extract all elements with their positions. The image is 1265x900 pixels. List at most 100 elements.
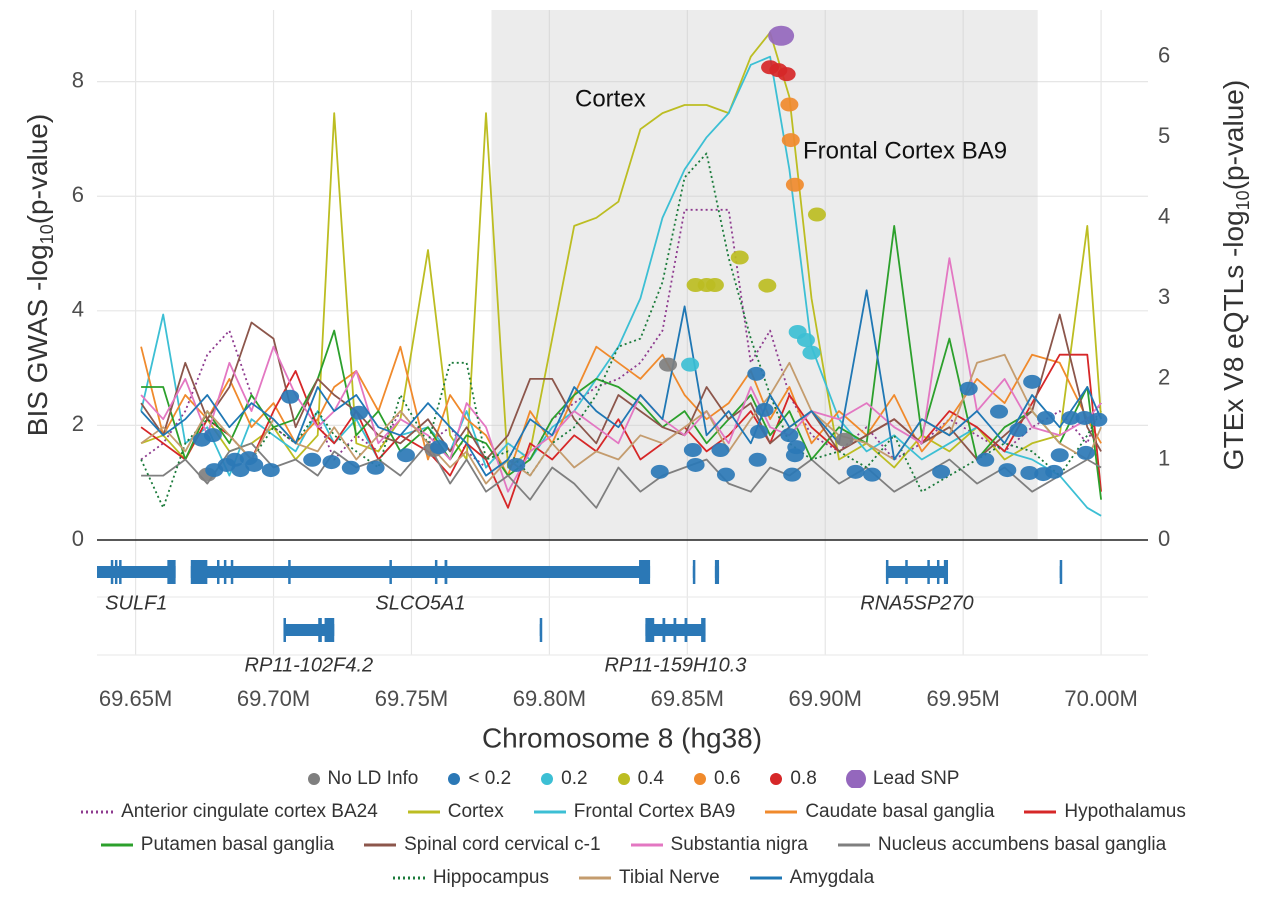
legend-dot [845,769,866,788]
gwas-point [796,333,815,348]
gwas-point [1036,410,1055,425]
legend-row: Anterior cingulate cortex BA24 Cortex Fron… [0,795,1265,828]
legend-item: Caudate basal ganglia [763,801,994,823]
gene-exon [110,560,114,584]
gwas-point [341,460,360,475]
legend-label: Spinal cord cervical c-1 [404,833,601,855]
gene-exon [539,618,543,642]
gwas-point [681,357,700,372]
gwas-point [659,357,678,372]
legend-swatch [845,769,866,788]
legend-item: 0.2 [539,768,588,790]
gwas-point [1076,445,1095,460]
legend-swatch [837,843,870,846]
gwas-point [730,250,749,265]
y-title-text: BIS GWAS -log [22,244,53,436]
gwas-point [959,381,978,396]
legend-row: No LD Info < 0.2 0.2 0.4 0.6 0.8 Lead SNP [0,762,1265,795]
gwas-point [507,457,526,472]
gene-exon [318,618,322,642]
y2-axis-title: GTEx V8 eQTLs -log10(p-value) [1218,80,1252,470]
gwas-point [846,464,865,479]
legend-label: Substantia nigra [670,833,808,855]
gene-exon [324,618,335,642]
legend-swatch [448,772,461,785]
gwas-point [203,428,222,443]
legend-label: No LD Info [327,767,419,789]
gwas-point [998,463,1017,478]
gwas-point [785,177,804,192]
gwas-point [747,366,766,381]
legend-item: Hippocampus [391,867,549,889]
legend-dot [307,772,320,785]
gwas-point [1061,410,1080,425]
gene-exon [684,618,688,642]
gwas-point [768,25,795,46]
legend-item: < 0.2 [446,768,511,790]
gwas-point [976,452,995,467]
legend-label: Hypothalamus [1064,800,1186,822]
legend-item: No LD Info [306,767,419,790]
gwas-point [863,467,882,482]
gwas-point [1050,448,1069,463]
gwas-point [650,464,669,479]
legend-swatch [81,810,114,813]
legend-row: Putamen basal ganglia Spinal cord cervica… [0,828,1265,861]
legend-swatch [407,810,440,813]
gwas-point [990,404,1009,419]
x-tick-label: 69.90M [789,686,862,711]
gene-exon [444,560,448,584]
legend-item: Spinal cord cervical c-1 [362,833,601,856]
y-axis-title: BIS GWAS -log10(p-value) [22,114,56,436]
gwas-point [430,440,449,455]
x-tick-label: 69.70M [237,686,310,711]
gwas-point [281,389,300,404]
legend-label: Caudate basal ganglia [805,800,995,822]
gene-label: SLCO5A1 [375,592,465,614]
gene-body [190,566,651,578]
gwas-point [777,67,796,82]
legend-item: 0.6 [692,768,740,790]
gwas-point [1023,374,1042,389]
annotation: Cortex [575,85,646,112]
legend-item: 0.8 [768,768,817,790]
y2-tick-label: 0 [1158,526,1170,551]
legend-item: Hypothalamus [1022,800,1186,823]
legend-item: Cortex [406,801,504,823]
legend-label: Putamen basal ganglia [140,833,335,855]
gene-body [97,566,176,578]
chart: BIS GWAS -log10(p-value) GTEx V8 eQTLs -… [22,10,1253,753]
gene-exon [692,560,696,584]
gwas-point [1020,465,1039,480]
gene-label: SULF1 [105,592,167,614]
gene-exon [190,560,208,584]
gene-exon [905,560,908,584]
gene-label: RNA5SP270 [860,592,973,614]
legend-label: Nucleus accumbens basal ganglia [877,833,1167,855]
annotation: Frontal Cortex BA9 [803,137,1007,164]
gwas-point [245,457,264,472]
legend-swatch [694,772,706,785]
eqtl-line [141,442,1102,509]
legend-dot [694,772,706,785]
y2-title-sub: 10 [1233,190,1253,210]
gwas-point [835,432,854,447]
gwas-point [303,452,322,467]
legend-label: 0.4 [637,767,664,789]
gene-body [885,566,949,578]
eqtl-line [141,225,1102,500]
legend-label: Cortex [447,800,504,822]
y-tick-label: 8 [72,67,84,92]
legend-item: 0.4 [616,768,664,790]
legend-dot [541,772,554,785]
legend-swatch [765,810,798,813]
gwas-point [1075,410,1094,425]
legend-item: Lead SNP [845,768,959,790]
legend-swatch [541,772,554,785]
legend-label: < 0.2 [468,767,512,789]
x-tick-label: 69.65M [99,686,172,711]
gene-exon [885,560,889,584]
eqtl-line [140,289,1102,477]
gene-exon [645,618,655,642]
x-tick-label: 69.95M [926,686,999,711]
